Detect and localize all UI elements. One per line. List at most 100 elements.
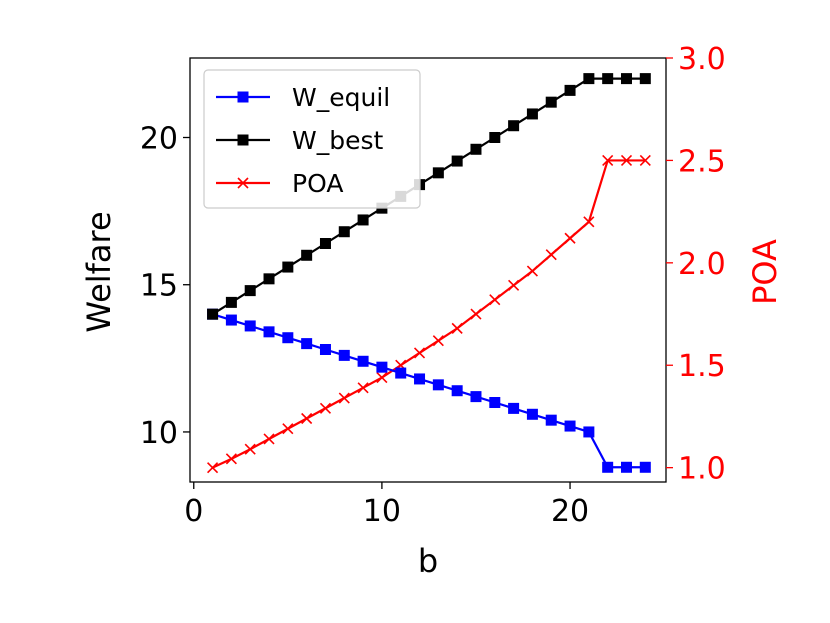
y-right-tick-label: 2.0 — [678, 247, 726, 282]
data-point-W_equil — [395, 367, 407, 379]
data-point-POA — [282, 423, 294, 435]
data-point-W_best — [602, 73, 614, 85]
data-point-POA — [583, 216, 595, 228]
data-point-POA — [263, 433, 275, 445]
data-point-W_equil — [564, 420, 576, 432]
data-point-W_best — [319, 238, 331, 249]
data-point-POA — [244, 443, 256, 455]
data-point-POA — [413, 347, 426, 359]
data-point-x-stroke — [564, 232, 576, 244]
data-point-x-stroke — [207, 462, 219, 474]
data-point-W_best — [564, 84, 576, 96]
data-point-x-stroke — [432, 335, 444, 347]
legend-label: W_best — [292, 126, 383, 155]
legend-entry-W_equil: W_equil — [216, 83, 390, 112]
data-point-POA — [564, 232, 576, 244]
data-point-x-stroke — [508, 279, 520, 291]
data-point-POA — [620, 154, 633, 166]
y-right-tick-label: 2.5 — [678, 144, 726, 179]
data-point-POA — [470, 308, 482, 320]
data-point-W_equil — [244, 320, 256, 332]
data-point-W_best — [470, 143, 482, 155]
data-point-W_equil — [620, 461, 632, 473]
data-point-POA — [357, 382, 369, 394]
data-point-x-stroke — [451, 322, 463, 334]
data-point-W_best — [338, 226, 350, 238]
data-point-x-stroke — [301, 412, 313, 425]
data-point-x-stroke — [470, 308, 482, 320]
data-point-W_best — [282, 261, 294, 273]
legend-entry-POA: POA — [216, 169, 343, 198]
series-POA — [207, 154, 651, 474]
data-point-POA — [432, 335, 444, 347]
data-point-W_equil — [489, 397, 501, 408]
data-point-W_best — [207, 308, 219, 320]
data-point-W_best — [225, 296, 237, 308]
data-point-W_best — [508, 120, 520, 132]
data-point-W_equil — [225, 314, 237, 326]
data-point-W_best — [301, 249, 313, 261]
data-point-W_equil — [508, 402, 520, 414]
data-point-POA — [451, 322, 463, 334]
data-point-W_equil — [282, 332, 294, 344]
data-point-x-stroke — [526, 265, 538, 277]
data-point-W_equil — [470, 391, 482, 403]
series-W_equil — [207, 308, 651, 473]
data-point-W_equil — [357, 355, 369, 367]
data-point-W_best — [526, 108, 538, 120]
data-point-x-stroke — [413, 347, 426, 359]
data-point-x-stroke — [489, 294, 501, 306]
y-right-tick-label: 3.0 — [678, 42, 726, 77]
data-point-W_equil — [639, 461, 651, 473]
legend-label: W_equil — [292, 83, 390, 112]
data-point-x-stroke — [376, 371, 388, 384]
x-tick-label: 20 — [551, 494, 589, 529]
data-point-x-stroke — [319, 402, 332, 414]
data-point-W_best — [583, 73, 595, 85]
data-point-POA — [639, 154, 651, 166]
data-point-W_equil — [526, 408, 538, 420]
series-layer — [207, 73, 651, 474]
x-tick-label: 0 — [184, 494, 203, 529]
legend-marker — [237, 91, 249, 103]
data-point-W_equil — [338, 349, 350, 361]
data-point-W_best — [451, 155, 463, 167]
data-point-W_equil — [263, 326, 275, 338]
data-point-W_best — [263, 273, 275, 285]
data-point-POA — [489, 294, 501, 306]
data-point-W_best — [357, 214, 369, 226]
data-point-W_best — [489, 132, 501, 143]
x-axis-label: b — [418, 542, 438, 580]
data-point-x-stroke — [338, 392, 350, 404]
y-right-tick-label: 1.0 — [678, 452, 726, 487]
data-point-x-stroke — [602, 154, 614, 166]
y-left-tick-label: 10 — [140, 416, 178, 451]
data-point-POA — [508, 279, 520, 291]
data-point-W_equil — [583, 426, 595, 438]
data-point-W_equil — [451, 385, 463, 397]
data-point-POA — [207, 462, 219, 474]
y-left-tick-label: 20 — [140, 122, 178, 157]
legend-box — [203, 69, 421, 209]
data-point-x-stroke — [282, 423, 294, 435]
data-point-x-stroke — [639, 154, 651, 166]
data-point-x-stroke — [225, 453, 237, 465]
data-point-POA — [376, 371, 388, 384]
data-point-W_equil — [301, 338, 313, 350]
data-point-x-stroke — [244, 443, 256, 455]
y-left-axis-label: Welfare — [80, 211, 118, 332]
data-point-W_best — [432, 167, 444, 179]
legend: W_equil W_best POA — [203, 69, 421, 209]
data-point-W_equil — [319, 344, 331, 355]
data-point-x-stroke — [263, 433, 275, 445]
data-point-W_equil — [376, 361, 388, 373]
y-left-tick-label: 15 — [140, 269, 178, 304]
data-point-W_equil — [414, 373, 426, 385]
data-point-W_best — [639, 73, 651, 85]
axes-layer: 0 10 20 10 15 20 1.0 1.5 2.0 2.5 3.0 — [140, 42, 726, 529]
data-point-x-stroke — [357, 382, 369, 394]
data-point-W_best — [244, 285, 256, 297]
y-right-axis-label: POA — [746, 239, 784, 305]
legend-entry-W_best: W_best — [216, 126, 383, 155]
